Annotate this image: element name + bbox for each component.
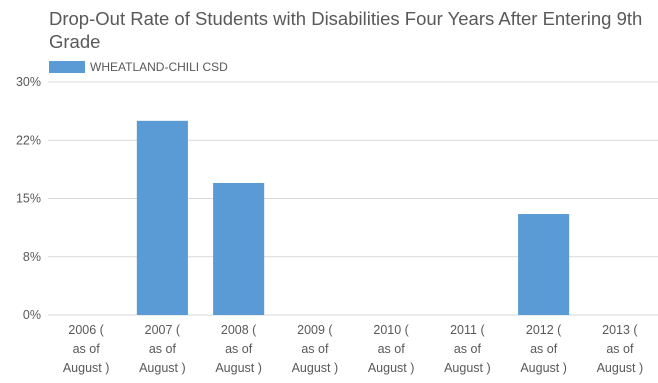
x-axis-ticks: 2006 (as of August ) 2007 (as of August ) 20… [63, 323, 643, 375]
x-tick-label: 2013 (as of August ) [597, 323, 644, 375]
bar [136, 120, 188, 315]
x-tick-label: 2011 (as of August ) [444, 323, 491, 375]
y-axis-ticks: 0% 8% 15% 22% 30% [16, 75, 41, 322]
y-tick-label: 15% [16, 192, 41, 206]
x-tick-label: 2009 (as of August ) [292, 323, 339, 375]
x-tick-label: 2010 (as of August ) [368, 323, 415, 375]
x-tick-label: 2008 (as of August ) [215, 323, 262, 375]
y-tick-label: 30% [16, 75, 41, 89]
x-tick-label: 2006 (as of August ) [63, 323, 110, 375]
legend-swatch [49, 61, 85, 73]
x-tick-label: 2012 (as of August ) [520, 323, 567, 375]
y-tick-label: 22% [16, 133, 41, 147]
bar [213, 182, 265, 315]
bars [136, 120, 570, 315]
legend-label: WHEATLAND-CHILI CSD [90, 60, 228, 74]
y-tick-label: 8% [23, 250, 41, 264]
y-tick-label: 0% [23, 308, 41, 322]
legend: WHEATLAND-CHILI CSD [49, 59, 228, 75]
x-tick-label: 2007 (as of August ) [139, 323, 186, 375]
chart-title: Drop-Out Rate of Students with Disabilit… [49, 8, 643, 52]
bar [518, 214, 570, 315]
